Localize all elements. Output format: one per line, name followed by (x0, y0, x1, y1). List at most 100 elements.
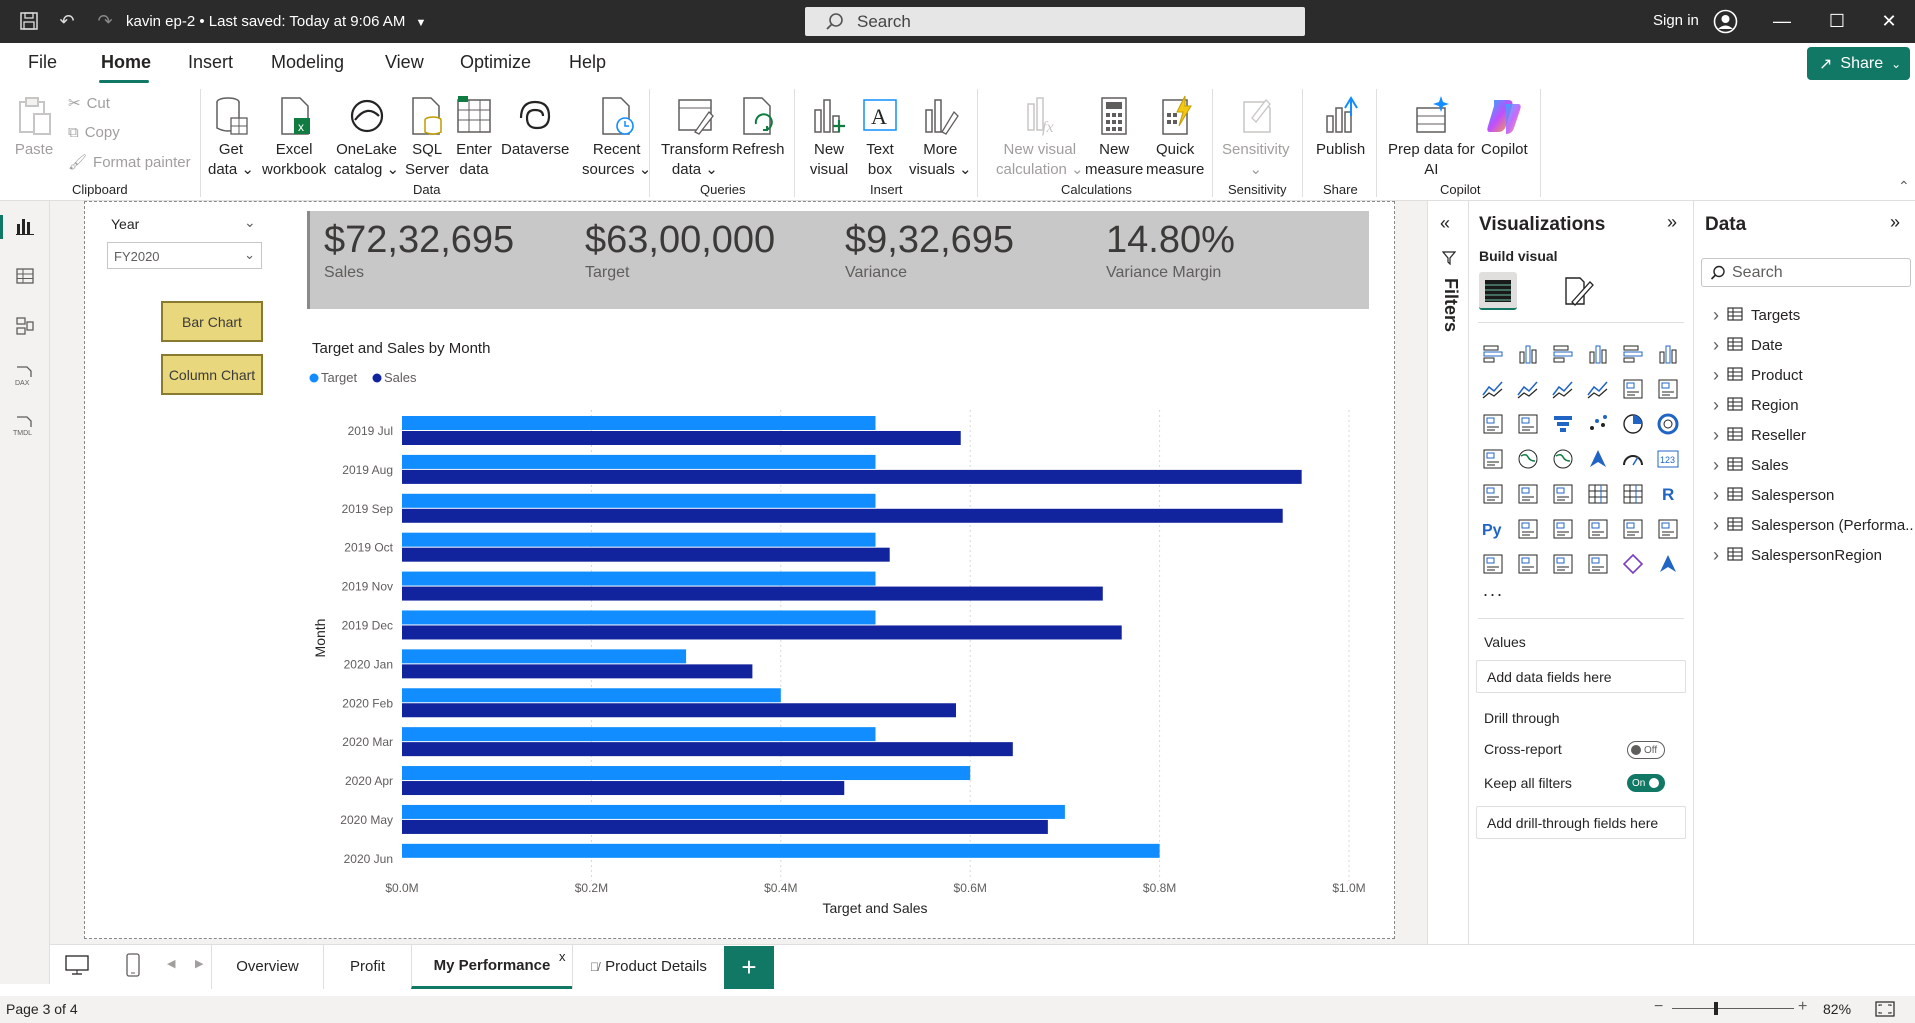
tab-file[interactable]: File (28, 52, 58, 72)
model-view-icon[interactable] (12, 313, 38, 339)
data-table-item[interactable]: › Sales (1713, 455, 1789, 476)
format-visual-tab[interactable] (1562, 274, 1594, 308)
dataverse-button[interactable]: Dataverse (501, 94, 569, 160)
hbar2-visual-icon[interactable] (1551, 342, 1575, 366)
page-tab-profit[interactable]: Profit (323, 944, 411, 989)
new-visual-calculation-button[interactable]: fx New visual calculation ⌄ (996, 94, 1084, 180)
slicer-visual-icon[interactable] (1551, 482, 1575, 506)
zoom-slider-track[interactable] (1672, 1008, 1794, 1009)
bar-chart[interactable]: Target and Sales by Month Target Sales $0.0… (300, 330, 1420, 920)
add-page-button[interactable]: + (724, 946, 774, 989)
chevron-right-icon[interactable]: › (1713, 335, 1719, 355)
chevron-right-icon[interactable]: › (1713, 305, 1719, 325)
avatar-icon[interactable] (1713, 9, 1738, 34)
get-data-button[interactable]: Get data ⌄ (208, 94, 254, 180)
chevron-right-icon[interactable]: › (1713, 365, 1719, 385)
tmdl-view-icon[interactable]: TMDL (12, 413, 38, 439)
combo-visual-icon[interactable] (1621, 377, 1645, 401)
copy-button[interactable]: ⧉ Copy (68, 124, 120, 141)
line2-visual-icon[interactable] (1551, 377, 1575, 401)
search-input[interactable]: Search (805, 7, 1305, 36)
map-visual-icon[interactable] (1516, 447, 1540, 471)
redo-icon[interactable]: ↷ (97, 10, 113, 31)
sensitivity-button[interactable]: Sensitivity ⌄ (1222, 94, 1290, 180)
data-table-item[interactable]: › Date (1713, 335, 1783, 356)
collapse-ribbon-icon[interactable]: ⌃ (1898, 178, 1910, 194)
excel-workbook-button[interactable]: x Excel workbook (262, 94, 326, 180)
keep-all-filters-toggle[interactable]: On (1627, 774, 1665, 792)
hbar3-visual-icon[interactable] (1621, 342, 1645, 366)
undo-icon[interactable]: ↶ (59, 10, 75, 31)
publish-button[interactable]: Publish (1316, 94, 1365, 160)
page-tab-my-performance[interactable]: My Performance (411, 944, 572, 989)
chevron-right-icon[interactable]: › (1713, 455, 1719, 475)
cbar3-visual-icon[interactable] (1656, 342, 1680, 366)
collapse-viz-pane-icon[interactable]: » (1667, 212, 1678, 232)
tab-insert[interactable]: Insert (188, 52, 234, 72)
expand-filters-icon[interactable]: « (1440, 213, 1451, 233)
text-box-button[interactable]: A Text box (860, 94, 900, 180)
arcgis-visual-icon[interactable] (1586, 552, 1610, 576)
cbar2-visual-icon[interactable] (1586, 342, 1610, 366)
more-visuals-ellipsis[interactable]: ... (1483, 580, 1505, 600)
smart-narrative-visual-icon[interactable] (1621, 517, 1645, 541)
python-visual-icon[interactable]: Py (1481, 517, 1505, 541)
data-table-item[interactable]: › Targets (1713, 305, 1800, 326)
chevron-right-icon[interactable]: › (1713, 395, 1719, 415)
key-influencers-visual-icon[interactable] (1516, 517, 1540, 541)
recent-sources-button[interactable]: Recent sources ⌄ (582, 94, 651, 180)
data-table-item[interactable]: › Salesperson (Performa... (1713, 515, 1915, 536)
desktop-layout-icon[interactable] (64, 954, 90, 979)
mobile-layout-icon[interactable] (125, 952, 141, 981)
report-view-icon[interactable] (12, 213, 38, 239)
transform-data-button[interactable]: Transform data ⌄ (661, 94, 729, 180)
data-table-item[interactable]: › SalespersonRegion (1713, 545, 1882, 566)
close-window-button[interactable]: ✕ (1881, 10, 1897, 31)
azure-map-visual-icon[interactable] (1586, 447, 1610, 471)
chevron-right-icon[interactable]: › (1713, 485, 1719, 505)
new-visual-button[interactable]: New visual (809, 94, 849, 180)
hbar-visual-icon[interactable] (1481, 342, 1505, 366)
decomp-tree-visual-icon[interactable] (1551, 517, 1575, 541)
column-chart-button[interactable]: Column Chart (161, 354, 263, 395)
multicard-visual-icon[interactable] (1481, 482, 1505, 506)
power-automate-visual-icon[interactable] (1551, 552, 1575, 576)
filters-label[interactable]: Filters (1437, 278, 1467, 348)
table-visual-icon[interactable] (1586, 482, 1610, 506)
quick-measure-button[interactable]: Quick measure (1146, 94, 1204, 180)
data-table-item[interactable]: › Salesperson (1713, 485, 1834, 506)
combo2-visual-icon[interactable] (1656, 377, 1680, 401)
tab-optimize[interactable]: Optimize (460, 52, 532, 72)
data-search-input[interactable]: Search (1701, 258, 1911, 287)
area2-visual-icon[interactable] (1586, 377, 1610, 401)
copilot-button[interactable]: Copilot (1481, 94, 1528, 160)
sql-server-button[interactable]: SQL Server (405, 94, 449, 180)
dax-query-view-icon[interactable]: DAX (12, 363, 38, 389)
pie-visual-icon[interactable] (1621, 412, 1645, 436)
chevron-down-icon[interactable]: ▼ (415, 17, 427, 29)
close-tab-icon[interactable]: x (559, 949, 566, 964)
year-slicer-dropdown[interactable]: FY2020 ⌄ (107, 242, 262, 269)
power-apps-visual-icon[interactable] (1516, 552, 1540, 576)
save-icon[interactable] (18, 10, 40, 32)
tab-home[interactable]: Home (101, 52, 152, 72)
drill-through-drop-zone[interactable]: Add drill-through fields here (1476, 806, 1686, 839)
paginated-visual-icon[interactable] (1481, 552, 1505, 576)
scatter-visual-icon[interactable] (1586, 412, 1610, 436)
zoom-out-button[interactable]: − (1654, 998, 1664, 1015)
chevron-down-icon[interactable]: ⌄ (244, 214, 256, 230)
paste-button[interactable]: Paste (14, 94, 54, 160)
qa-visual-icon[interactable] (1586, 517, 1610, 541)
sign-in-link[interactable]: Sign in (1653, 12, 1699, 29)
refresh-button[interactable]: Refresh (732, 94, 785, 160)
diamond-visual-icon[interactable] (1621, 552, 1645, 576)
new-measure-button[interactable]: New measure (1085, 94, 1143, 180)
tab-help[interactable]: Help (569, 52, 607, 72)
cbar-visual-icon[interactable] (1516, 342, 1540, 366)
scroll-tabs-right-icon[interactable]: ▶ (195, 958, 204, 970)
gauge-visual-icon[interactable] (1621, 447, 1645, 471)
fit-to-page-icon[interactable] (1875, 1001, 1895, 1020)
onelake-catalog-button[interactable]: OneLake catalog ⌄ (334, 94, 399, 180)
area-visual-icon[interactable] (1516, 377, 1540, 401)
ribbon-visual-icon[interactable] (1481, 412, 1505, 436)
